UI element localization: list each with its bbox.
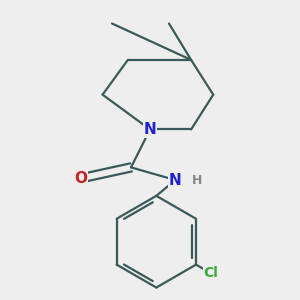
- Text: N: N: [169, 172, 182, 188]
- Text: O: O: [74, 171, 87, 186]
- Text: N: N: [144, 122, 156, 137]
- Text: H: H: [192, 173, 203, 187]
- Text: Cl: Cl: [204, 266, 218, 280]
